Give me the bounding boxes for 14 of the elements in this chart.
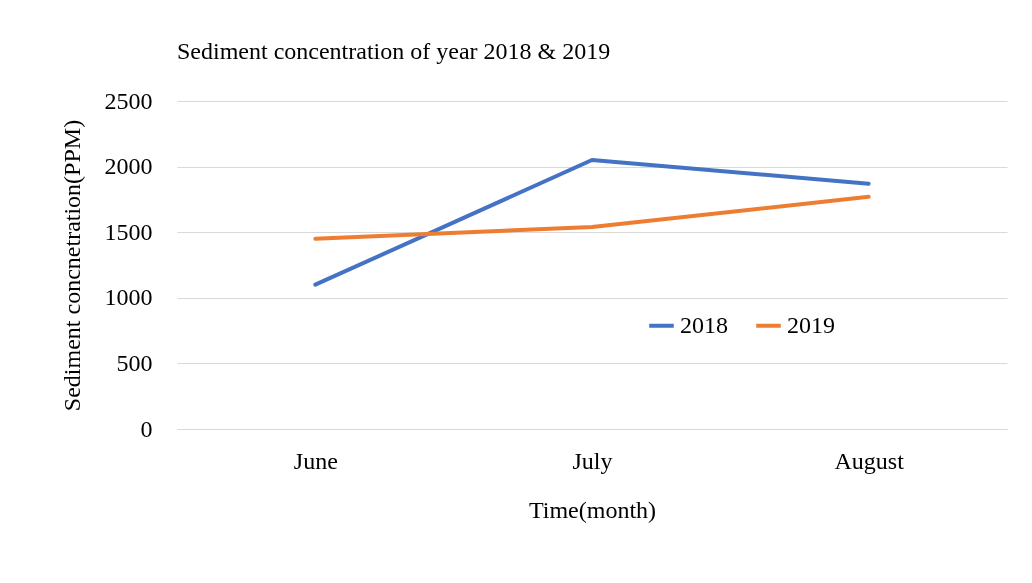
x-tick-label: July xyxy=(572,447,613,474)
chart-title: Sediment concentration of year 2018 & 2019 xyxy=(177,38,611,64)
y-tick-label: 0 xyxy=(140,415,153,442)
y-tick-label: 500 xyxy=(116,349,153,376)
y-axis-title: Sediment concnetration(PPM) xyxy=(58,119,85,412)
y-tick-label: 2000 xyxy=(104,153,153,180)
x-tick-label: August xyxy=(834,447,905,474)
legend-label: 2019 xyxy=(787,311,835,338)
x-tick-label: June xyxy=(293,447,338,474)
y-tick-label: 2500 xyxy=(104,87,153,114)
legend-label: 2018 xyxy=(680,311,728,338)
y-tick-label: 1000 xyxy=(104,284,153,311)
y-tick-label: 1500 xyxy=(104,218,153,245)
x-axis-title: Time(month) xyxy=(528,496,657,523)
